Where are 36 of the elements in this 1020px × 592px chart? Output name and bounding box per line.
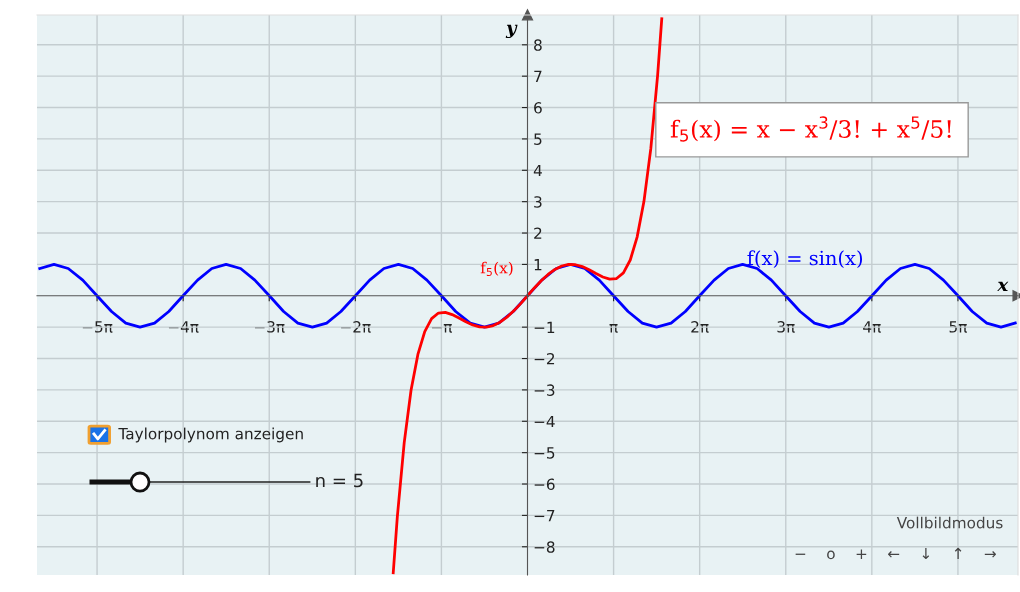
- x-tick-label: −3π: [254, 321, 285, 333]
- annotation: − o + ← ↓ ↑ →: [795, 547, 996, 560]
- x-tick-label: −π: [432, 324, 452, 333]
- annotation: Taylorpolynom anzeigen: [118, 427, 303, 443]
- line-series: [391, 17, 664, 575]
- series-label: f$_{5}$(x): [480, 261, 513, 276]
- y-tick-label: 3: [534, 196, 542, 208]
- y-tick-label: −8: [534, 541, 555, 553]
- x-axis-title: x: [997, 281, 1009, 292]
- y-tick-label: 2: [534, 227, 542, 239]
- annotation: n = 5: [316, 473, 363, 488]
- x-tick-label: −2π: [341, 321, 371, 333]
- x-tick-label: 2π: [691, 321, 709, 333]
- x-tick-label: 3π: [777, 321, 795, 333]
- x-tick-label: 4π: [863, 321, 881, 333]
- annotation: f$_{5}$(x) = x − x$^{3}$/3! + x$^{5}$/5!: [670, 116, 951, 142]
- y-tick-label: 7: [534, 70, 542, 82]
- y-tick-label: −2: [534, 352, 555, 365]
- y-tick-label: −3: [534, 384, 555, 396]
- x-tick-label: −4π: [168, 321, 199, 333]
- y-tick-label: 8: [534, 39, 542, 51]
- y-tick-label: −5: [534, 447, 555, 459]
- y-tick-label: 4: [533, 164, 542, 177]
- series-label: f(x) = sin(x): [747, 250, 863, 269]
- x-tick-label: 5π: [949, 321, 967, 333]
- y-axis-title: y: [505, 24, 518, 39]
- y-tick-label: −4: [534, 415, 555, 428]
- y-tick-label: −6: [534, 478, 555, 491]
- y-tick-label: 1: [534, 259, 542, 271]
- annotation: Vollbildmodus: [896, 516, 1003, 529]
- y-tick-label: 6: [534, 102, 542, 114]
- y-tick-label: −7: [534, 510, 555, 522]
- x-tick-label: π: [609, 324, 618, 333]
- y-tick-label: 5: [534, 133, 542, 145]
- y-tick-label: −1: [534, 321, 555, 333]
- x-tick-label: −5π: [82, 321, 113, 333]
